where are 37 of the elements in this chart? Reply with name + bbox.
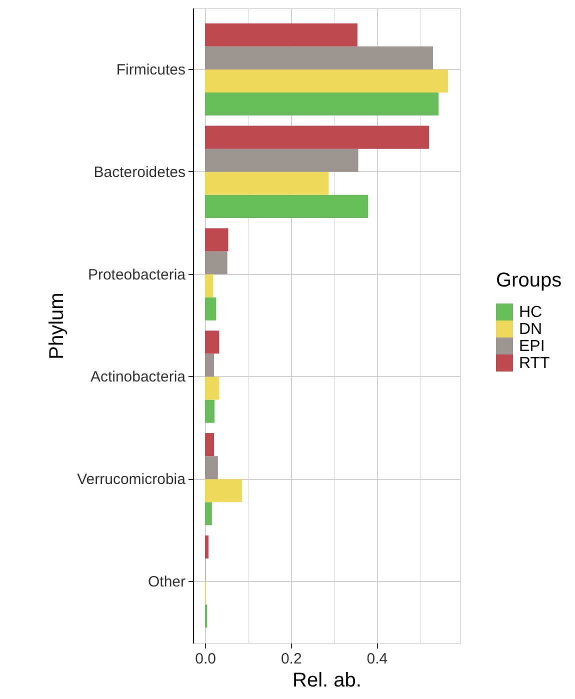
bar [205,194,368,218]
bar [205,274,214,298]
legend-title: Groups [496,270,562,292]
bar [205,251,228,274]
bar [205,433,214,456]
x-axis-title: Rel. ab. [292,670,362,692]
y-tick-label: Other [148,574,186,591]
x-tick-label: 0.4 [366,650,388,668]
bar [205,148,358,172]
y-tick-label: Verrucomicrobia [77,471,186,488]
bar [205,400,214,423]
legend-label: EPI [519,338,545,355]
bar [205,92,439,116]
bar [205,23,358,46]
bar [205,456,218,480]
bar [205,297,216,320]
bar [205,330,220,354]
bar [205,479,242,502]
bar [205,46,433,70]
legend-label: RTT [519,355,550,372]
x-tick-label: 0.2 [280,650,302,668]
x-tick-label: 0.0 [195,650,216,668]
bar [205,376,220,400]
y-tick-label: Firmicutes [116,61,186,78]
legend-label: DN [519,321,542,338]
bar [205,354,214,377]
legend-label: HC [519,304,542,321]
bar [205,502,212,526]
y-tick-label: Bacteroidetes [94,164,186,181]
bar [205,172,329,195]
bar [205,535,208,559]
y-tick-label: Actinobacteria [90,368,186,386]
bar [205,126,430,149]
bar [205,69,448,92]
bar [205,228,228,252]
y-axis-title: Phylum [46,292,68,360]
y-tick-label: Proteobacteria [88,266,186,284]
